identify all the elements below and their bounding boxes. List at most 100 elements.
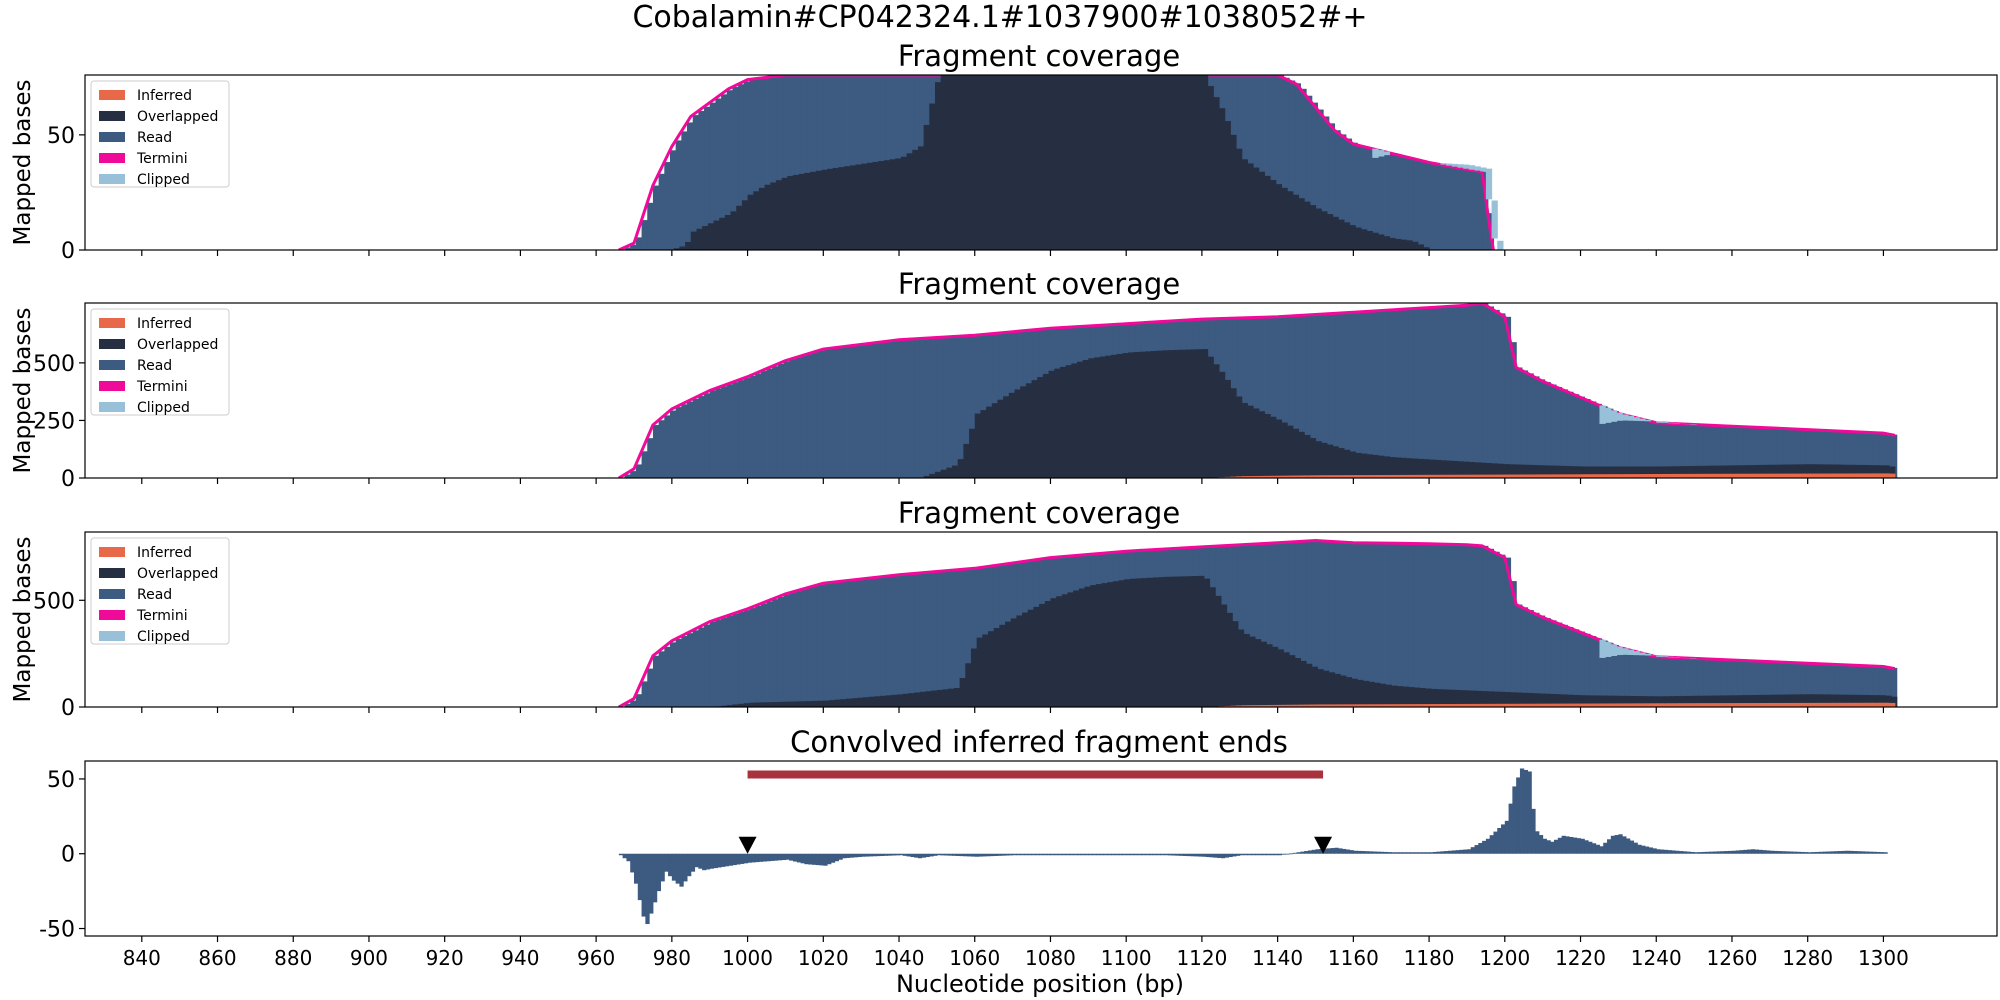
coverage-bar: [772, 366, 779, 478]
coverage-bar: [1749, 660, 1756, 707]
coverage-bar: [783, 594, 790, 707]
coverage-bar: [1436, 163, 1443, 250]
fragment-end-bar: [978, 853, 983, 857]
fragment-end-bar: [758, 853, 764, 862]
legend-box: [90, 80, 230, 188]
coverage-bar: [1633, 466, 1640, 478]
coverage-bar: [658, 173, 665, 250]
coverage-bar: [1743, 426, 1750, 478]
fragment-end-bar: [1076, 853, 1082, 856]
coverage-bar: [1877, 473, 1885, 478]
fragment-end-bar: [785, 853, 790, 860]
coverage-bar: [1379, 150, 1387, 250]
coverage-bar: [1690, 473, 1697, 478]
coverage-bar: [1860, 702, 1867, 707]
coverage-bar: [885, 576, 893, 707]
coverage-bar: [952, 75, 959, 250]
coverage-bar: [1646, 654, 1654, 707]
legend-label-termini: Termini: [136, 379, 188, 395]
coverage-bar: [1218, 371, 1226, 478]
coverage-bar: [635, 694, 643, 707]
coverage-bar: [1731, 426, 1739, 478]
coverage-bar: [1311, 314, 1318, 478]
fragment-end-bar: [1258, 853, 1263, 856]
coverage-bar: [861, 163, 868, 250]
coverage-bar: [1548, 465, 1555, 478]
fragment-end-bar: [641, 853, 646, 917]
coverage-bar: [1044, 601, 1052, 707]
fragment-end-bar: [955, 853, 961, 856]
coverage-bar: [772, 702, 779, 707]
coverage-bar: [1491, 463, 1498, 478]
coverage-bar: [1862, 694, 1869, 707]
coverage-bar: [1663, 657, 1671, 707]
coverage-bar: [1345, 677, 1353, 707]
coverage-bar: [1525, 703, 1532, 707]
coverage-bar: [1298, 704, 1305, 707]
coverage-bar: [1311, 666, 1318, 707]
coverage-bar: [889, 159, 896, 250]
coverage-bar: [1686, 695, 1693, 707]
coverage-bar: [828, 582, 836, 707]
coverage-bar: [1885, 666, 1892, 707]
fragment-end-bar: [743, 853, 749, 864]
fragment-end-bar: [1497, 828, 1502, 854]
coverage-bar: [1487, 691, 1495, 707]
coverage-bar: [1667, 703, 1674, 707]
fragment-end-bar: [1554, 839, 1559, 854]
coverage-bar: [1713, 703, 1720, 707]
fragment-end-bar: [1288, 853, 1294, 855]
coverage-bar: [1607, 642, 1614, 707]
coverage-bar: [1402, 543, 1409, 707]
coverage-bar: [1709, 659, 1716, 707]
y-tick-label: 500: [33, 589, 75, 614]
coverage-bar: [1641, 696, 1648, 707]
coverage-bar: [1843, 702, 1850, 707]
fragment-end-bar: [652, 853, 658, 903]
coverage-bar: [1538, 379, 1546, 478]
y-tick-label: 0: [61, 696, 75, 721]
fragment-end-bar: [1641, 845, 1646, 854]
coverage-bar: [1690, 703, 1697, 707]
fragment-end-bar: [925, 853, 930, 858]
coverage-bar: [1459, 305, 1466, 478]
coverage-bar: [721, 386, 728, 478]
coverage-bar: [1855, 473, 1862, 478]
coverage-bar: [1005, 621, 1012, 707]
coverage-bar: [1616, 703, 1623, 707]
coverage-bar: [1769, 464, 1777, 478]
coverage-bar: [1470, 304, 1478, 478]
fragment-end-bar: [936, 853, 942, 856]
fragment-end-bar: [1141, 853, 1146, 856]
fragment-end-bar: [1277, 853, 1282, 856]
coverage-bar: [760, 77, 768, 250]
fragment-end-bar: [637, 853, 643, 901]
coverage-bar: [1883, 473, 1890, 478]
fragment-end-bar: [732, 853, 737, 866]
coverage-bar: [1646, 696, 1654, 707]
coverage-bar: [1457, 164, 1464, 168]
coverage-bar: [1622, 474, 1629, 478]
coverage-bar: [1567, 627, 1574, 707]
coverage-bar: [1453, 689, 1460, 707]
coverage-bar: [1680, 657, 1688, 707]
coverage-bar: [1803, 464, 1811, 478]
coverage-bar: [942, 689, 949, 707]
coverage-bar: [1258, 705, 1265, 707]
coverage-bar: [1459, 168, 1466, 250]
fragment-end-bar: [1402, 852, 1407, 854]
coverage-bar: [1453, 544, 1460, 707]
coverage-bar: [1235, 476, 1243, 478]
coverage-bar: [929, 473, 936, 478]
coverage-bar: [1423, 474, 1430, 478]
coverage-bar: [789, 592, 796, 707]
coverage-bar: [1264, 413, 1271, 478]
x-tick-label: 960: [577, 946, 615, 970]
fragment-end-bar: [846, 853, 851, 858]
coverage-bar: [704, 106, 711, 250]
coverage-bar: [647, 202, 654, 250]
coverage-bar: [1406, 704, 1413, 707]
coverage-bar: [1355, 227, 1362, 250]
coverage-bar: [1201, 349, 1209, 478]
coverage-bar: [1627, 649, 1635, 655]
